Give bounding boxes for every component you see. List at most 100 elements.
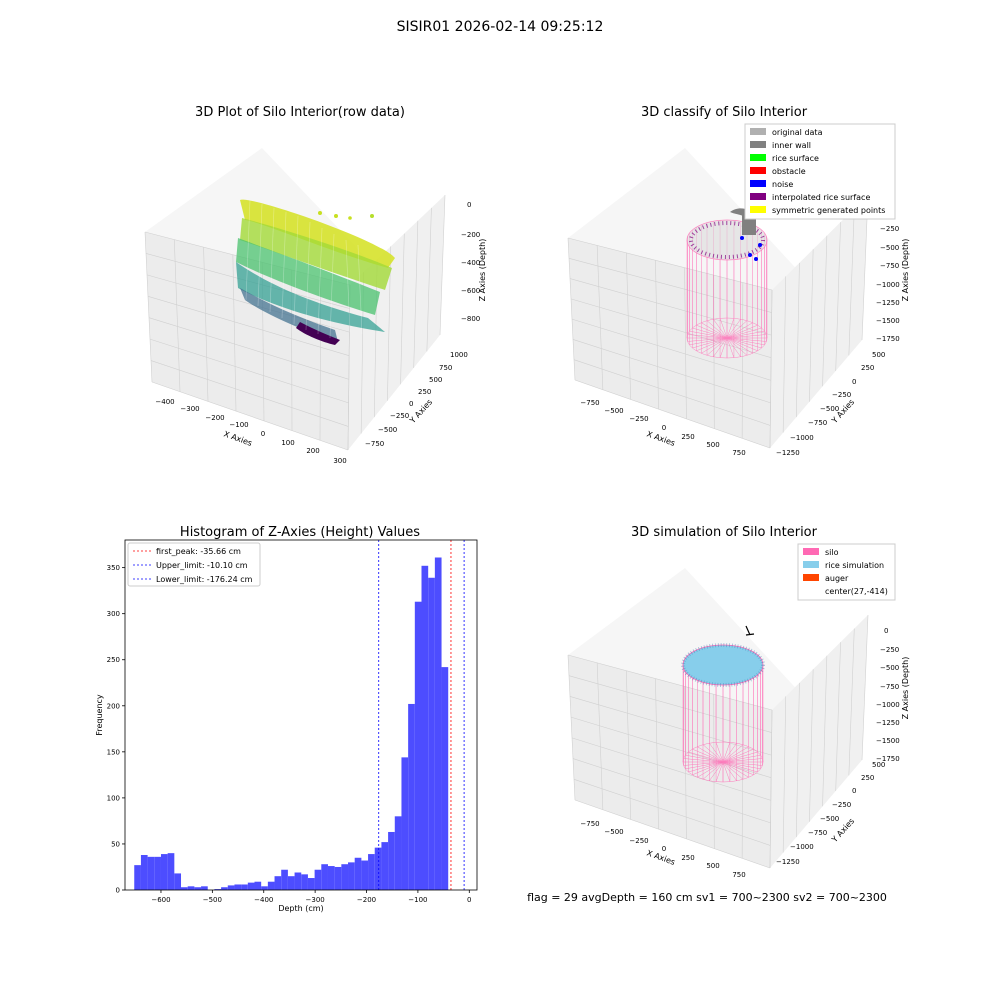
histogram-bar	[414, 601, 422, 890]
grid-line	[625, 670, 632, 820]
histogram-bar	[167, 853, 175, 890]
histogram-bar	[287, 876, 295, 890]
histogram-y-tick-label: 100	[107, 794, 120, 802]
grid-line	[782, 696, 787, 853]
cls-y-tick: 250	[861, 364, 874, 372]
histogram-bar	[428, 577, 435, 890]
silo-wire	[689, 330, 728, 339]
cls-z-tick: −750	[880, 262, 899, 270]
silo-wire	[722, 744, 744, 763]
grid-line	[149, 338, 349, 404]
grid-line	[835, 642, 841, 791]
cls-z-tick: −500	[880, 244, 899, 252]
histogram-y-tick-label: 0	[116, 887, 120, 895]
silo-wire	[709, 761, 724, 781]
histogram-bar	[301, 874, 308, 890]
histogram-bar	[388, 831, 395, 890]
histogram-x-tick-label: 0	[467, 896, 471, 904]
legend-swatch-sym	[750, 206, 766, 213]
cls-x-tick: 750	[732, 449, 745, 457]
legend-label-center: center(27,-414)	[825, 587, 888, 596]
histogram-bar	[334, 866, 342, 890]
legend-swatch-auger	[803, 574, 819, 581]
silo-wire	[722, 754, 761, 763]
raw-y-tick: −750	[365, 440, 384, 448]
silo-wire	[702, 761, 724, 780]
silo-wire	[726, 322, 753, 339]
histogram-bar	[241, 884, 248, 890]
figure-suptitle: SISIR01 2026-02-14 09:25:12	[397, 19, 604, 35]
grid-line	[413, 220, 419, 368]
sim-z-tick: −250	[880, 646, 899, 654]
legend-label-peak: first_peak: -35.66 cm	[156, 547, 241, 556]
grid-line	[596, 245, 604, 390]
silo-wire	[692, 337, 728, 349]
grid-line	[570, 716, 772, 779]
raw-3d-title: 3D Plot of Silo Interior(row data)	[195, 105, 405, 120]
grid-line	[574, 799, 771, 869]
grid-line	[568, 257, 772, 313]
grid-line	[625, 252, 632, 400]
silo-wire	[688, 761, 724, 773]
silo-wire	[722, 758, 763, 763]
grid-line	[782, 276, 787, 433]
legend-label: silo	[825, 548, 839, 557]
classify-legend-box	[744, 123, 896, 220]
silo-wire	[722, 761, 761, 770]
raw-z-label: Z Axies (Depth)	[478, 239, 487, 302]
legend-swatch-surface	[750, 154, 766, 161]
cls-x-tick: −500	[604, 407, 623, 415]
histogram-y-ticks: 0 50 100 150 200 250 300 350	[107, 564, 125, 895]
panel-simulation-3d: 3D simulation of Silo Interior silo rice…	[567, 525, 910, 879]
cls-x-tick: 500	[706, 441, 719, 449]
histogram-x-tick-label: −400	[254, 896, 273, 904]
silo-wire	[683, 758, 724, 763]
legend-label: inner wall	[772, 141, 811, 150]
grid-line	[655, 260, 659, 410]
sim-x-tick: −500	[604, 828, 623, 836]
histogram-x-tick-label: −200	[357, 896, 376, 904]
sim-y-tick: 500	[872, 761, 885, 769]
grid-line	[567, 654, 773, 711]
histogram-bar	[214, 889, 222, 890]
silo-wire	[713, 319, 728, 339]
grid-line	[570, 298, 772, 359]
raw-z-tick: −800	[461, 315, 480, 323]
silo-wire	[726, 337, 765, 346]
grid-line	[741, 702, 744, 859]
grid-line	[769, 289, 773, 449]
raw-y-tick: 0	[409, 400, 413, 408]
histogram-legend-box	[127, 542, 261, 587]
silo-wire	[701, 322, 728, 339]
legend-swatch-original	[750, 128, 766, 135]
grid-line	[439, 194, 446, 336]
cls-x-tick: 250	[681, 433, 694, 441]
legend-swatch-obstacle	[750, 167, 766, 174]
silo-bottom-ring	[682, 741, 764, 783]
silo-wire	[726, 337, 753, 354]
grid-line	[809, 669, 814, 822]
silo-wire	[726, 320, 748, 339]
silo-wire	[722, 748, 754, 763]
classify-3d-silo-wireframe	[686, 208, 768, 359]
simulation-3d-silo	[681, 625, 765, 783]
grid-line	[232, 254, 237, 412]
histogram-bar	[201, 886, 208, 890]
silo-wire	[685, 761, 724, 770]
histogram-bar	[147, 856, 155, 890]
silo-wire	[722, 761, 731, 782]
silo-wire	[722, 751, 758, 763]
raw-z-tick: −600	[461, 287, 480, 295]
silo-wire	[685, 754, 724, 763]
raw-x-tick: 200	[306, 447, 319, 455]
silo-wire	[726, 330, 765, 339]
cls-z-tick: −1250	[876, 299, 900, 307]
histogram-bar	[341, 864, 349, 890]
cls-y-tick: −1000	[790, 434, 814, 442]
histogram-bar	[160, 854, 168, 890]
simulation-3d-gridlines	[567, 614, 869, 869]
legend-label: symmetric generated points	[772, 206, 885, 215]
sim-z-tick: 0	[884, 627, 888, 635]
grid-line	[347, 284, 351, 451]
grid-line	[822, 235, 828, 387]
